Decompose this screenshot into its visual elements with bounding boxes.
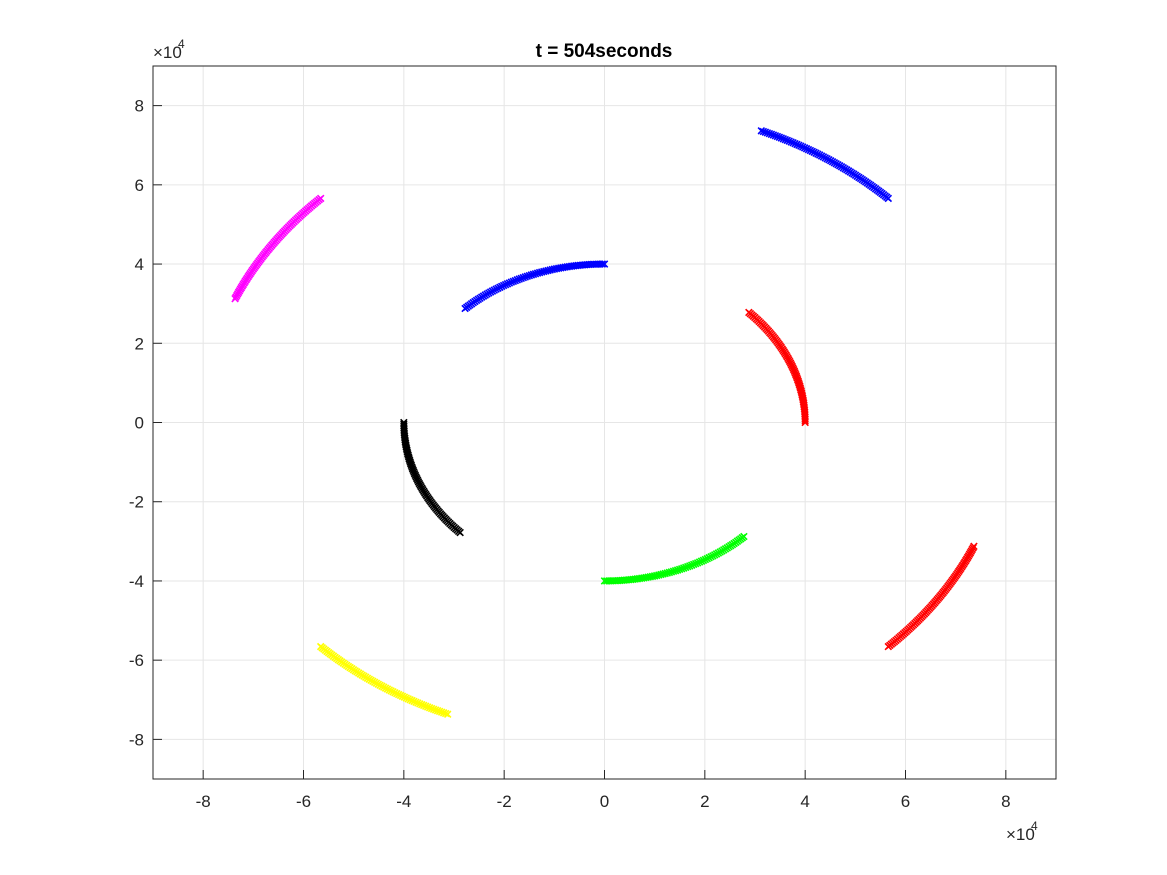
data-point xyxy=(441,709,450,718)
x-tick-label: -6 xyxy=(296,792,311,811)
x-exponent-label: ×10 4 xyxy=(1006,819,1038,844)
data-point xyxy=(461,304,469,313)
x-tick-label: -2 xyxy=(497,792,512,811)
data-point xyxy=(679,564,688,572)
data-point xyxy=(781,135,790,144)
data-point xyxy=(521,273,530,281)
data-point xyxy=(427,704,436,713)
data-point xyxy=(523,272,532,281)
data-point xyxy=(759,127,768,136)
y-tick-label: -4 xyxy=(129,572,144,591)
data-point xyxy=(765,129,774,138)
data-point xyxy=(763,129,772,137)
data-point xyxy=(515,275,524,283)
data-point xyxy=(777,134,786,142)
y-exponent-base: ×10 xyxy=(153,43,182,62)
data-point xyxy=(513,276,522,284)
data-point xyxy=(687,561,696,569)
series-2 xyxy=(757,127,893,203)
data-point xyxy=(433,706,442,715)
grid-lines xyxy=(153,66,1056,779)
data-point xyxy=(767,130,776,139)
data-point xyxy=(745,308,753,317)
x-exponent-power: 4 xyxy=(1031,819,1038,833)
data-point xyxy=(789,139,797,147)
series-7 xyxy=(884,542,978,651)
data-point xyxy=(779,135,788,143)
data-point xyxy=(416,700,424,708)
data-point xyxy=(419,701,428,710)
data-point xyxy=(423,703,432,711)
y-tick-label: -2 xyxy=(129,493,144,512)
ticks: -8 -6 -4 -2 0 2 4 6 8 -8 -6 -4 -2 0 2 4 6 8 xyxy=(129,97,1011,811)
data-point xyxy=(509,277,518,286)
y-tick-label: 8 xyxy=(135,97,144,116)
x-tick-label: 6 xyxy=(901,792,910,811)
y-tick-label: 0 xyxy=(135,414,144,433)
chart-title: t = 504seconds xyxy=(536,41,673,62)
x-tick-label: 4 xyxy=(800,792,809,811)
x-tick-label: 8 xyxy=(1001,792,1010,811)
series-3 xyxy=(461,260,609,313)
x-tick-label: 2 xyxy=(700,792,709,811)
y-tick-label: -6 xyxy=(129,651,144,670)
y-tick-label: 2 xyxy=(135,334,144,353)
data-point xyxy=(517,274,526,283)
data-point xyxy=(437,708,446,716)
series-1 xyxy=(231,194,325,303)
data-point xyxy=(691,559,700,568)
data-point xyxy=(775,133,784,142)
data-point xyxy=(456,528,464,537)
data-point xyxy=(769,131,778,139)
y-tick-label: -8 xyxy=(129,730,144,749)
y-exponent-label: ×10 4 xyxy=(153,37,185,62)
data-point xyxy=(439,709,448,717)
data-point xyxy=(511,276,520,285)
series-4 xyxy=(745,308,809,427)
data-point xyxy=(431,706,440,714)
x-tick-label: -8 xyxy=(196,792,211,811)
series-layer xyxy=(231,127,978,718)
data-point xyxy=(425,703,434,712)
data-point xyxy=(443,710,452,718)
data-point xyxy=(525,271,534,280)
series-8 xyxy=(316,642,452,718)
data-point xyxy=(519,273,528,282)
data-point xyxy=(689,560,698,569)
y-tick-label: 4 xyxy=(135,255,144,274)
x-tick-label: -4 xyxy=(396,792,411,811)
data-point xyxy=(677,564,686,573)
series-6 xyxy=(600,532,748,585)
data-point xyxy=(231,294,239,303)
data-point xyxy=(429,705,438,713)
data-point xyxy=(421,702,430,710)
data-point xyxy=(787,138,795,146)
data-point xyxy=(783,136,792,145)
data-point xyxy=(740,532,748,541)
data-point xyxy=(435,707,444,716)
x-tick-label: 0 xyxy=(600,792,609,811)
data-point xyxy=(773,132,782,141)
y-tick-label: 6 xyxy=(135,176,144,195)
data-point xyxy=(417,700,426,709)
x-exponent-base: ×10 xyxy=(1006,825,1035,844)
data-point xyxy=(970,542,978,551)
data-point xyxy=(771,132,780,140)
data-point xyxy=(414,699,422,707)
y-exponent-power: 4 xyxy=(178,37,185,51)
data-point xyxy=(757,127,766,135)
data-point xyxy=(412,698,420,706)
data-point xyxy=(683,562,692,571)
data-point xyxy=(761,128,770,136)
data-point xyxy=(681,563,690,572)
data-point xyxy=(785,137,793,145)
series-5 xyxy=(400,418,464,537)
data-point xyxy=(675,565,684,574)
data-point xyxy=(685,562,694,570)
